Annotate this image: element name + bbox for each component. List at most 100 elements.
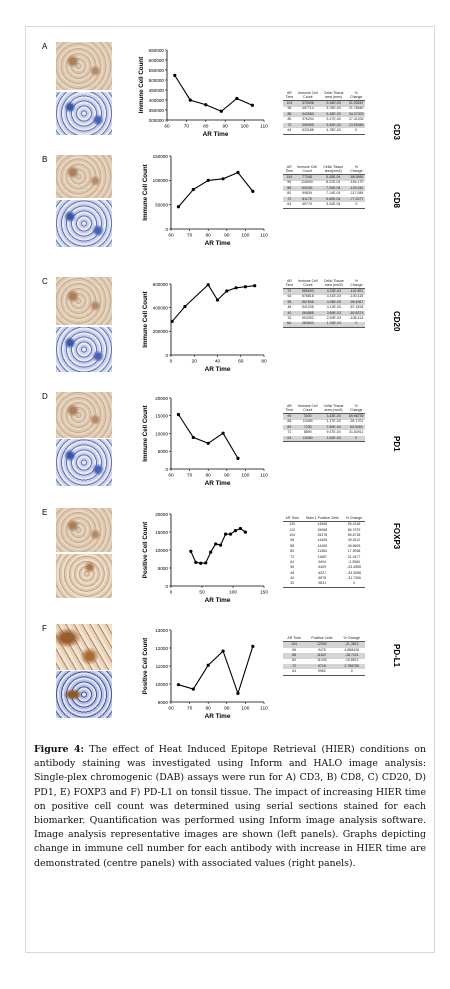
table-cell: 12092 [305, 641, 339, 648]
y-tick-label: 20000 [155, 396, 168, 401]
stained-tissue-image [56, 554, 112, 598]
data-point [183, 304, 187, 309]
x-tick-label: 110 [260, 706, 268, 712]
panel-letter: C [42, 277, 48, 286]
table-cell: 80 [287, 117, 292, 122]
stained-tissue-image [56, 42, 112, 90]
segmented-tissue-image [56, 200, 112, 247]
table-cell: 34.07303 [347, 111, 365, 118]
table-cell: 104 [289, 532, 296, 537]
table-header: AR Time [283, 165, 296, 176]
x-tick-label: 60 [168, 473, 174, 479]
table-cell: 64 [283, 669, 306, 676]
data-point [204, 561, 208, 565]
series-line [171, 283, 255, 322]
data-point [250, 103, 254, 107]
table-cell: 11687 [317, 554, 327, 559]
data-point [191, 187, 195, 192]
table-row: 72 585693 4.23E-03 -102.891 [283, 288, 365, 295]
table-row: 96 3000 3.43E-04 69.96739 [283, 413, 365, 420]
series-line [177, 414, 239, 459]
table-row: 96 116090 8.21E-04 -154.170 [283, 180, 365, 186]
y-tick-label: 400000 [149, 98, 165, 103]
line-chart: 0 5000 10000 15000 20000 0 50 100 150 AR Time Posi… [142, 512, 268, 604]
y-tick-label: 10000 [155, 548, 168, 553]
table-header: Cells/ Tissue area (mm2) [319, 404, 348, 415]
table-cell: -18.7211 [338, 653, 365, 659]
table-cell: 55.4148 [347, 522, 361, 527]
table-header: % Change [347, 165, 365, 176]
table-cell: 11827 [305, 653, 339, 659]
marker-label: CD3 [392, 124, 401, 141]
data-point [228, 532, 233, 536]
table-row: 72 399495 5.49E-03 23.55365 [283, 123, 365, 129]
table-cell: 5.18E-03 [319, 112, 348, 118]
table-header: AR Time [283, 91, 296, 102]
table-cell: 4.858426 [344, 647, 360, 652]
y-axis-label: Immune Cell Count [142, 291, 149, 347]
table-row: 72 9718 2.788755 [283, 664, 365, 670]
table-header: AR Time [283, 636, 306, 643]
line-chart: 0 200000 400000 600000 0 20 40 60 80 AR Time Immun… [142, 282, 267, 373]
data-point [243, 530, 247, 534]
table-cell: 64 [290, 559, 295, 564]
table-row: 80 376294 5.47E-03 27.41333 [283, 117, 365, 122]
table-cell: 6409 [318, 565, 327, 570]
data-point [209, 550, 213, 554]
panel-letter: B [42, 155, 48, 164]
table-cell: -87.1818 [349, 305, 364, 310]
table-row: 88 10089 1.17E-03 -39.1701 [283, 419, 365, 425]
table-row: 48 6327 -34.3058 [283, 571, 365, 576]
table-cell: 11043 [317, 658, 327, 663]
y-tick-label: 100000 [153, 178, 169, 183]
table-row: 88 14405 49.5693 [283, 544, 365, 549]
y-tick-label: 5000 [158, 566, 169, 571]
table-row: 104 77348 5.45E-04 -68.9590 [283, 174, 365, 181]
data-point [236, 691, 240, 695]
table-cell: 21.76460 [348, 106, 364, 111]
table-row: 88 11827 -18.7211 [283, 653, 365, 659]
table-row: 64 9404 -2.3569 [283, 560, 365, 565]
table-cell: 64 [287, 294, 292, 299]
table-row: 88 103151 7.29E-04 -125.342 [283, 186, 365, 192]
table-cell: 4.41E-03 [326, 294, 341, 299]
table-row: 40 6575 -31.7306 [283, 576, 365, 581]
table-cell: 7.29E-04 [318, 186, 348, 192]
table-cell: 5.45E-04 [318, 174, 348, 181]
x-tick-label: 100 [241, 233, 249, 239]
table-cell: 4.78E-03 [319, 128, 348, 135]
panel-letter: E [42, 508, 48, 517]
series-line [174, 75, 253, 112]
table-header: AR Time [283, 279, 296, 290]
x-tick-label: 50 [199, 590, 205, 596]
table-cell: 7.69E-04 [319, 425, 348, 431]
table-cell: 3.44E-04 [318, 202, 348, 209]
table-row: 80 11364 17.9938 [283, 549, 365, 554]
table-cell: 541036 [301, 305, 314, 310]
table-row: 64 45779 3.44E-04 0 [283, 202, 365, 209]
data-point [243, 285, 247, 289]
table-header: Stain 1 Positive Cells [301, 516, 344, 523]
table-cell: 69.96739 [347, 413, 365, 420]
table-header: Cells/ Tissue area(mm2) [318, 165, 348, 176]
table-cell: 0 [347, 202, 365, 209]
table-row: 48 541036 4.13E-03 -87.1818 [283, 305, 365, 310]
x-tick-label: 100 [229, 590, 237, 596]
table-cell: -31.7306 [347, 576, 361, 581]
table-cell: 45779 [295, 202, 319, 209]
table-cell: 64 [283, 436, 296, 443]
y-tick-label: 400000 [153, 305, 169, 310]
x-tick-label: 20 [192, 359, 198, 365]
x-tick-label: 70 [187, 473, 193, 479]
series-line [178, 171, 254, 208]
table-cell: 15968 [317, 527, 328, 532]
x-tick-label: 60 [238, 359, 244, 365]
x-tick-label: 110 [260, 124, 268, 130]
data-point [206, 663, 210, 667]
stained-tissue-image [56, 277, 112, 325]
figure-caption: Figure 4: The effect of Heat Induced Epi… [34, 743, 426, 871]
table-cell: 9404 [318, 559, 327, 564]
y-tick-label: 5000 [158, 449, 169, 454]
table-cell: 11364 [317, 549, 327, 554]
x-tick-label: 90 [223, 124, 229, 130]
